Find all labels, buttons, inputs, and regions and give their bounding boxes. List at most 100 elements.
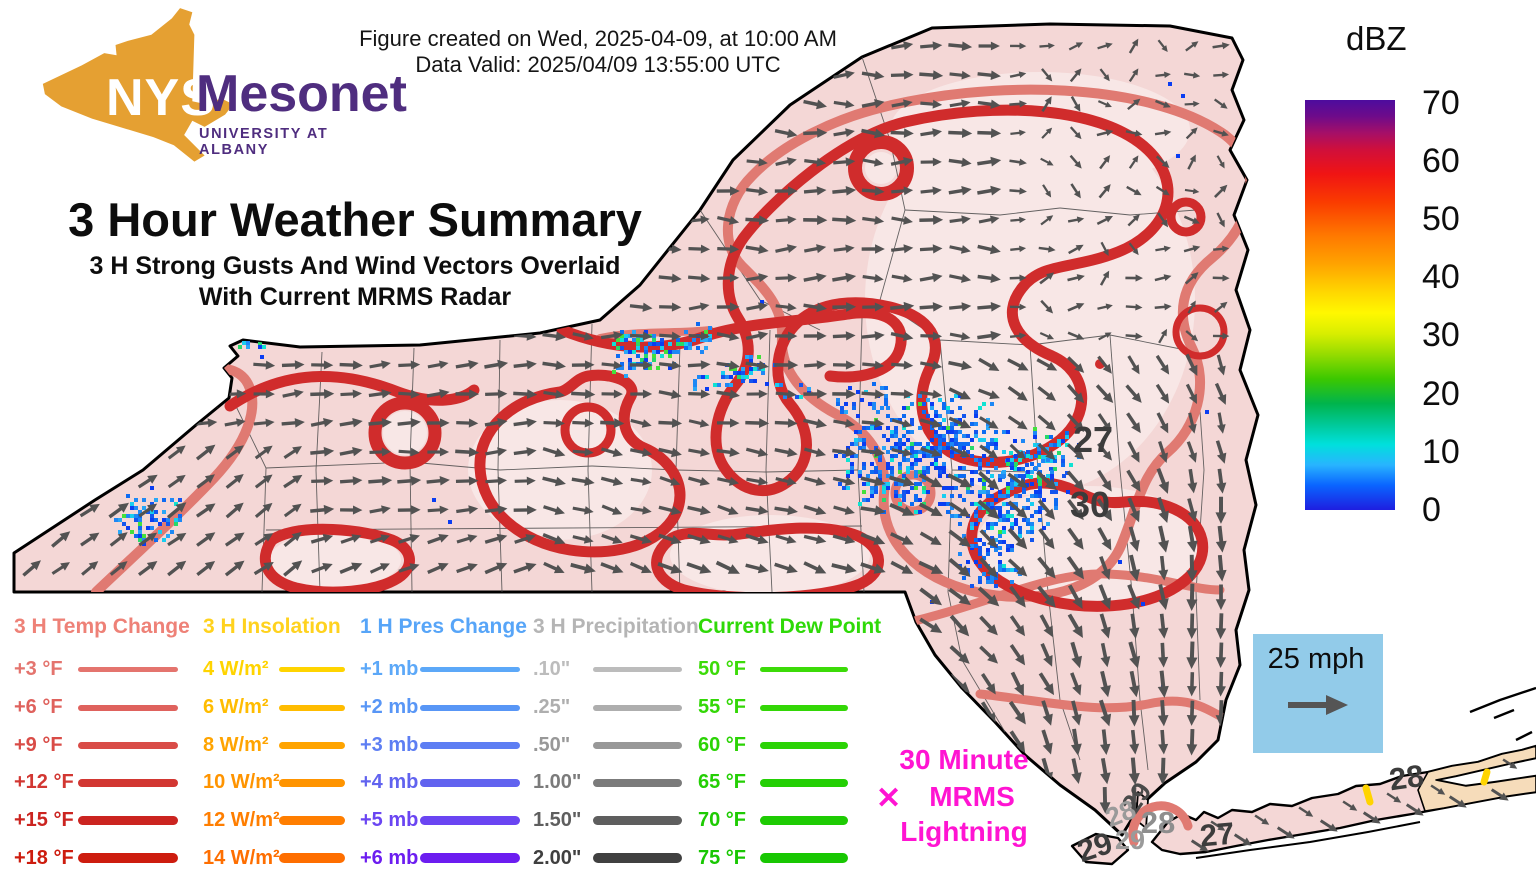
legend-row: +12 °F (14, 764, 178, 802)
colorbar-tick: 50 (1422, 200, 1460, 239)
legend-row-label: +9 °F (14, 733, 63, 756)
legend-line-swatch (78, 778, 178, 787)
legend-row-label: +5 mb (360, 809, 419, 832)
legend-row-label: +2 mb (360, 696, 419, 719)
legend-row-label: 6 W/m² (203, 696, 269, 719)
legend-row: 75 °F (698, 839, 848, 876)
logo-tagline: UNIVERSITY AT ALBANY (199, 126, 329, 158)
legend-row: .25" (533, 689, 682, 727)
legend-line-swatch (279, 704, 345, 711)
legend-row: +6 °F (14, 689, 178, 727)
legend-line-swatch (279, 853, 345, 864)
long-island (1070, 686, 1536, 866)
legend-row: 2.00" (533, 839, 682, 876)
wind-scale-box: 25 mph (1253, 634, 1383, 753)
legend-row: 70 °F (698, 802, 848, 840)
legend-row-label: +3 °F (14, 658, 63, 681)
lightning-x-marker-icon: ✕ (876, 782, 902, 815)
legend-column-1: 3 H Temp Change +3 °F +6 °F +9 °F +12 °F +15 … (14, 615, 190, 876)
legend-row-label: 12 W/m² (203, 809, 280, 832)
legend-row: +18 °F (14, 839, 178, 876)
legend-row-label: +4 mb (360, 771, 419, 794)
legend-line-swatch (420, 853, 520, 864)
colorbar-tick: 40 (1422, 258, 1460, 297)
legend-line-swatch (760, 741, 848, 749)
lightning-legend-line1: 30 Minute (899, 744, 1029, 775)
legend-line-swatch (760, 704, 848, 711)
legend-row: +15 °F (14, 802, 178, 840)
legend-line-swatch (420, 704, 520, 711)
legend-row-label: +18 °F (14, 846, 74, 869)
legend-line-swatch (420, 667, 520, 673)
nys-mesonet-logo: NYS Mesonet UNIVERSITY AT ALBANY (28, 4, 407, 176)
legend-row-label: 75 °F (698, 846, 747, 869)
legend-line-swatch (279, 778, 345, 787)
figure-timestamps: Figure created on Wed, 2025-04-09, at 10… (359, 26, 837, 78)
logo-name: Mesonet (196, 65, 407, 123)
insolation-contour-dashes (1362, 768, 1491, 806)
legend-row: +5 mb (360, 802, 520, 840)
legend-row: 12 W/m² (203, 802, 345, 840)
legend-line-swatch (279, 816, 345, 826)
figure-subtitle-line2: With Current MRMS Radar (198, 283, 512, 311)
legend-row-label: 70 °F (698, 809, 747, 832)
legend-line-swatch (593, 778, 682, 787)
legend-column-3: 1 H Pres Change +1 mb +2 mb +3 mb +4 mb +5 mb… (360, 615, 527, 876)
legend-row: .10" (533, 651, 682, 689)
legend-row: +9 °F (14, 726, 178, 764)
colorbar-tick: 30 (1422, 316, 1460, 355)
colorbar-title: dBZ (1346, 20, 1407, 57)
legend-row: 8 W/m² (203, 726, 345, 764)
gust-value-label: 28 (1141, 805, 1175, 840)
legend-line-swatch (78, 741, 178, 749)
colorbar-tick: 20 (1422, 374, 1460, 413)
legend-row-label: .10" (533, 658, 571, 681)
figure-created-text: Figure created on Wed, 2025-04-09, at 10… (359, 26, 837, 51)
legend-row-label: 55 °F (698, 696, 747, 719)
staten-island (1070, 832, 1130, 866)
legend-row-label: 4 W/m² (203, 658, 269, 681)
gust-value-label: 30 (1070, 484, 1110, 525)
colorbar-tick: 0 (1422, 490, 1441, 529)
legend-row: .50" (533, 726, 682, 764)
wind-scale-label: 25 mph (1267, 643, 1365, 675)
legend-line-swatch (279, 667, 345, 673)
legend-row: 10 W/m² (203, 764, 345, 802)
legend-line-swatch (78, 667, 178, 673)
legend-row-label: 60 °F (698, 733, 747, 756)
legend-row: 4 W/m² (203, 651, 345, 689)
gust-value-label: 29 (1115, 825, 1145, 855)
legend-row: +2 mb (360, 689, 520, 727)
data-valid-text: Data Valid: 2025/04/09 13:55:00 UTC (415, 52, 781, 77)
legend-column-2: 3 H Insolation 4 W/m² 6 W/m² 8 W/m² 10 W/m² 1… (203, 615, 345, 876)
connecticut-coast (1469, 686, 1536, 742)
logo-acronym: NYS (106, 69, 216, 127)
legend-column-4: 3 H Precipitation .10" .25" .50" 1.00" 1.50" 2… (533, 615, 699, 876)
long-island-wind-arrows (1190, 758, 1518, 852)
legend-line-swatch (760, 853, 848, 864)
legend-row-label: .25" (533, 696, 571, 719)
legend-row: 60 °F (698, 726, 848, 764)
legend-row-label: 8 W/m² (203, 733, 269, 756)
legend-column-title: Current Dew Point (698, 615, 882, 638)
legend-line-swatch (593, 816, 682, 826)
legend-line-swatch (78, 853, 178, 864)
legend-row: 6 W/m² (203, 689, 345, 727)
legend-row: +1 mb (360, 651, 520, 689)
legend-line-swatch (420, 778, 520, 787)
legend-row-label: +12 °F (14, 771, 74, 794)
legend-line-swatch (78, 704, 178, 711)
legend-line-swatch (760, 667, 848, 673)
figure-title: 3 Hour Weather Summary (68, 193, 642, 246)
legend-row: 55 °F (698, 689, 848, 727)
dbz-colorbar (1305, 100, 1395, 510)
nyc-gust-arc (1128, 801, 1193, 847)
legend-row: 50 °F (698, 651, 848, 689)
legend-row-label: +6 mb (360, 846, 419, 869)
legend-column-5: Current Dew Point 50 °F 55 °F 60 °F 65 °F 70 … (698, 615, 882, 876)
legend-row-label: 2.00" (533, 846, 582, 869)
gust-value-label: 28 (1387, 758, 1426, 797)
legend-line-swatch (279, 741, 345, 749)
gust-value-label: 27 (1198, 816, 1235, 854)
